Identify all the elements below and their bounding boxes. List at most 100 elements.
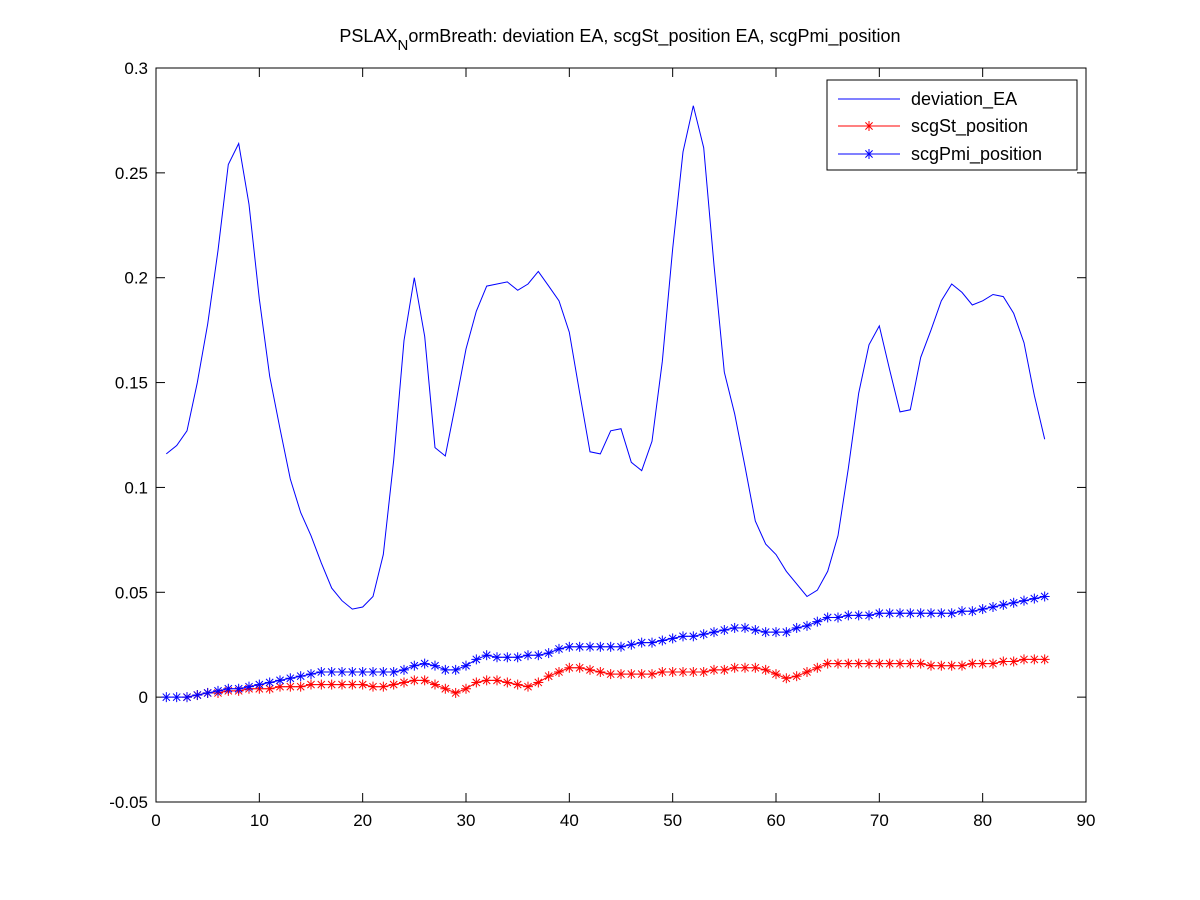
x-tick-label: 70 (870, 811, 889, 830)
series-deviation-ea (165, 105, 1046, 610)
data-point (657, 635, 668, 646)
data-point (481, 675, 492, 686)
data-point (884, 658, 895, 669)
data-point (285, 673, 296, 684)
data-point (430, 660, 440, 671)
data-point (223, 683, 234, 694)
data-point (729, 622, 740, 633)
data-point (564, 662, 575, 673)
data-point (719, 625, 730, 636)
data-point (988, 601, 998, 612)
data-point (605, 641, 616, 652)
data-point (233, 683, 244, 694)
data-point (781, 673, 792, 684)
y-tick-label: 0.1 (124, 478, 148, 497)
data-point (492, 652, 502, 663)
data-point (946, 608, 957, 619)
data-point (564, 641, 575, 652)
data-point (833, 612, 843, 623)
plot-area (155, 67, 1087, 803)
data-point (1029, 654, 1040, 665)
data-point (967, 606, 978, 617)
data-point (802, 666, 812, 677)
x-tick-label: 20 (353, 811, 372, 830)
data-point (254, 679, 265, 690)
series-scgpmi-position (161, 591, 1050, 703)
data-point (977, 658, 988, 669)
y-tick-label: 0.2 (124, 269, 148, 288)
x-tick-label: 60 (767, 811, 786, 830)
data-point (440, 664, 451, 675)
data-point (419, 675, 430, 686)
x-tick-label: 90 (1077, 811, 1096, 830)
data-point (905, 658, 916, 669)
data-point (1019, 595, 1029, 606)
data-point (905, 608, 916, 619)
x-tick-label: 30 (457, 811, 476, 830)
data-point (171, 692, 182, 703)
data-point (368, 681, 378, 692)
data-point (347, 679, 358, 690)
data-point (698, 629, 709, 640)
data-point (895, 608, 905, 619)
data-point (864, 610, 874, 621)
data-point (605, 669, 616, 680)
data-point (202, 687, 213, 698)
data-point (977, 604, 988, 615)
data-point (285, 681, 296, 692)
data-point (275, 675, 285, 686)
data-point (678, 631, 688, 642)
data-point (275, 681, 285, 692)
data-point (357, 679, 368, 690)
data-point (626, 639, 637, 650)
data-point (822, 612, 833, 623)
y-axis: -0.05 0 0.05 0.1 0.15 0.2 0.25 0.3 (109, 59, 1086, 812)
y-tick-label: 0.3 (124, 59, 148, 78)
data-point (388, 666, 399, 677)
data-point (399, 677, 409, 688)
data-point (647, 637, 657, 648)
legend-label-deviation: deviation_EA (911, 89, 1017, 110)
data-point (626, 669, 637, 680)
data-point (874, 608, 885, 619)
data-point (678, 666, 688, 677)
data-point (306, 669, 316, 680)
data-point (585, 664, 595, 675)
data-point (1029, 593, 1040, 604)
legend: deviation_EA scgSt_position scgPmi_posit… (826, 79, 1078, 171)
chart-title: PSLAXNormBreath: deviation EA, scgSt_pos… (339, 26, 900, 54)
data-point (347, 666, 358, 677)
data-point (750, 625, 761, 636)
data-point (698, 666, 709, 677)
data-point (1008, 597, 1019, 608)
data-point (357, 666, 368, 677)
data-point (864, 658, 874, 669)
series-scgst-position (182, 654, 1050, 703)
x-tick-label: 40 (560, 811, 579, 830)
data-point (740, 622, 750, 633)
data-point (946, 660, 957, 671)
data-point (771, 627, 781, 638)
data-point (988, 658, 998, 669)
data-point (843, 658, 854, 669)
data-point (388, 679, 399, 690)
data-point (585, 641, 595, 652)
x-tick-label: 10 (250, 811, 269, 830)
data-point (244, 681, 254, 692)
data-point (647, 669, 657, 680)
data-point (771, 669, 781, 680)
data-point (853, 658, 864, 669)
x-tick-label: 0 (151, 811, 160, 830)
data-point (512, 652, 523, 663)
data-point (709, 664, 719, 675)
data-point (471, 677, 482, 688)
data-point (326, 679, 337, 690)
data-point (791, 671, 802, 682)
data-point (1039, 591, 1050, 602)
data-point (461, 683, 471, 694)
data-point (853, 610, 864, 621)
data-point (512, 679, 523, 690)
data-point (368, 666, 378, 677)
data-point (822, 658, 833, 669)
data-point (1039, 654, 1050, 665)
